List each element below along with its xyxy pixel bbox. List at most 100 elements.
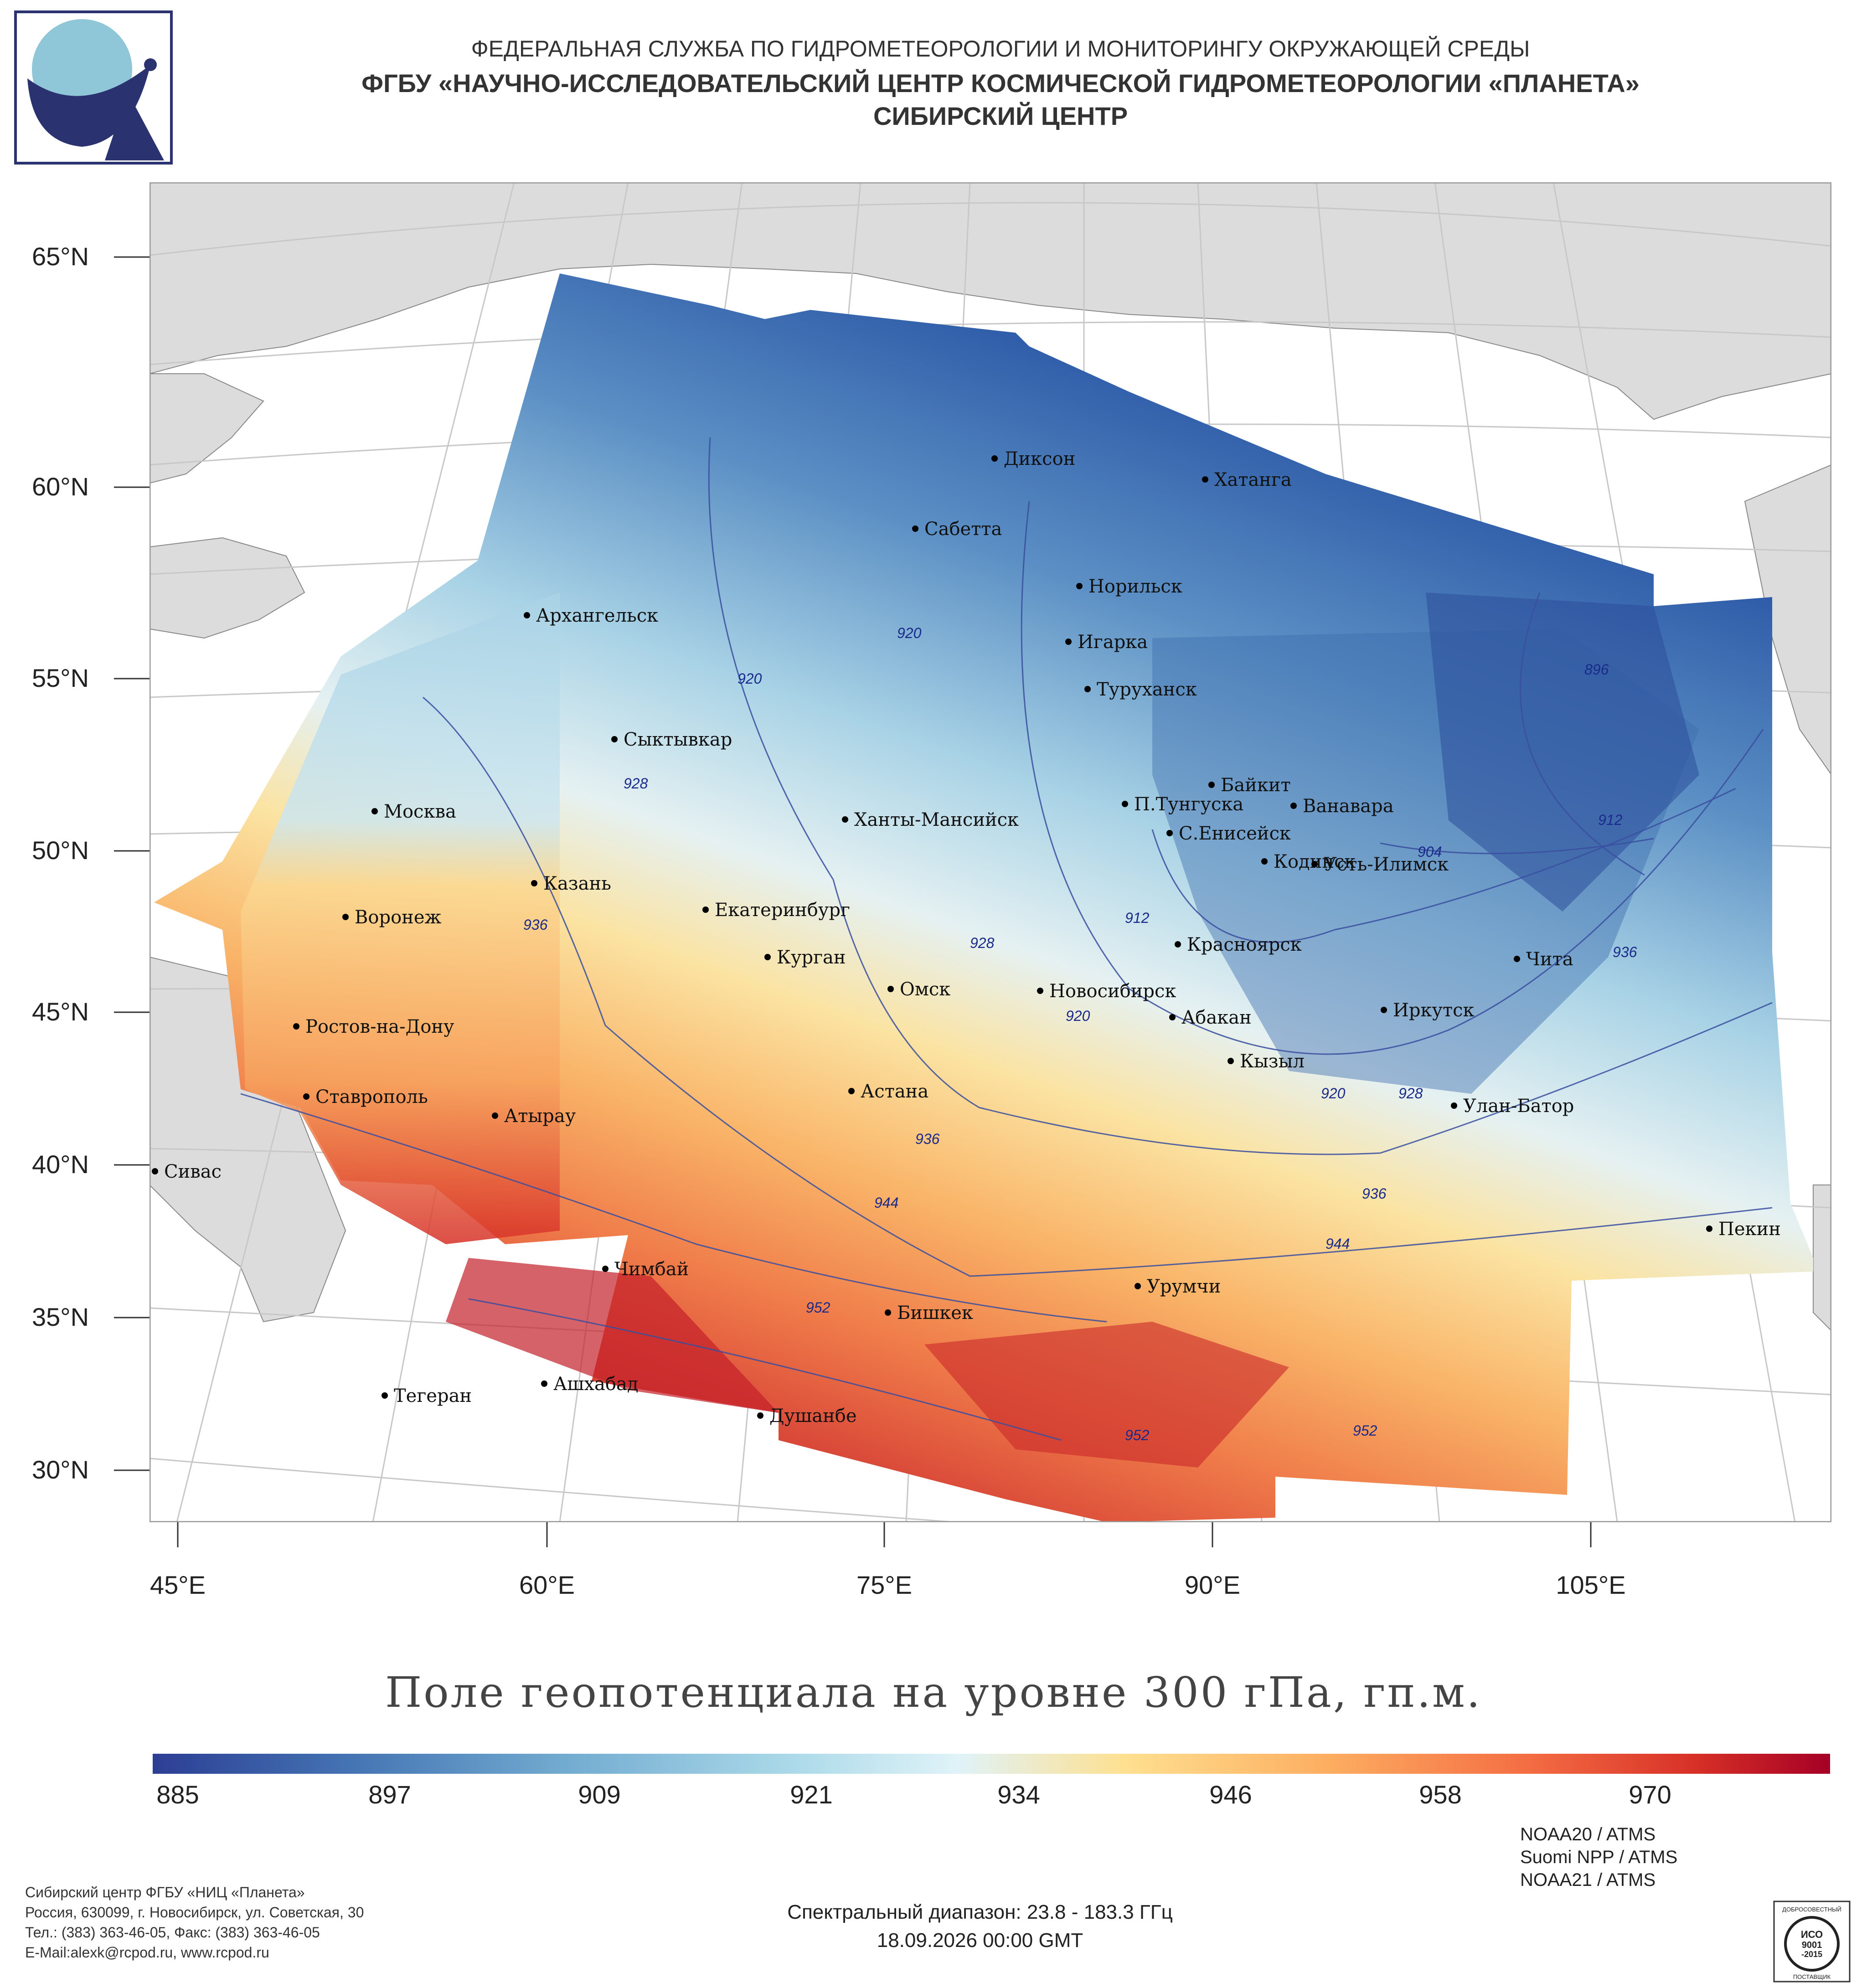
svg-text:Душанбе: Душанбе <box>769 1406 857 1427</box>
city-marker: Абакан <box>1169 1007 1252 1028</box>
lat-label: 30°N <box>32 1455 89 1484</box>
svg-text:С.Енисейск: С.Енисейск <box>1179 823 1291 844</box>
svg-text:Улан-Батор: Улан-Батор <box>1463 1096 1574 1117</box>
city-marker: Ставрополь <box>303 1087 428 1107</box>
city-marker: Красноярск <box>1175 934 1302 955</box>
city-marker: Улан-Батор <box>1451 1096 1574 1117</box>
svg-text:Казань: Казань <box>543 873 611 894</box>
svg-text:Чимбай: Чимбай <box>614 1259 689 1280</box>
city-marker: Игарка <box>1065 632 1148 653</box>
org-line: Сибирский центр ФГБУ «НИЦ «Планета» <box>25 1884 305 1900</box>
svg-text:Норильск: Норильск <box>1088 576 1182 597</box>
svg-text:Астана: Астана <box>861 1081 928 1102</box>
product-info: Спектральный диапазон: 23.8 - 183.3 ГГц … <box>593 1898 1367 1955</box>
org-line: Россия, 630099, г. Новосибирск, ул. Сове… <box>25 1904 364 1921</box>
svg-text:Ханты-Мансийск: Ханты-Мансийск <box>854 809 1019 830</box>
svg-text:9001: 9001 <box>1802 1940 1822 1950</box>
lon-label: 105°E <box>1556 1571 1626 1599</box>
colorbar <box>153 1754 1830 1774</box>
lat-label: 45°N <box>32 997 89 1026</box>
lon-label: 60°E <box>519 1571 575 1599</box>
lon-ticks <box>177 1522 1592 1547</box>
city-marker: Воронеж <box>342 907 441 928</box>
contour-label: 920 <box>897 625 922 641</box>
city-marker: Атырау <box>492 1106 576 1127</box>
contour-label: 952 <box>1353 1422 1377 1439</box>
city-marker: Екатеринбург <box>702 900 850 921</box>
colorbar-tick: 934 <box>997 1780 1040 1809</box>
lat-ticks <box>114 256 150 1471</box>
city-marker: Туруханск <box>1084 679 1197 700</box>
city-marker: Сабетта <box>912 519 1002 540</box>
city-marker: Архангельск <box>524 605 658 626</box>
svg-text:Диксон: Диксон <box>1004 448 1075 469</box>
org-line: Тел.: (383) 363-46-05, Факс: (383) 363-4… <box>25 1924 320 1941</box>
lon-label: 45°E <box>150 1571 206 1599</box>
geopotential-map: 896 904 912 912 920 920 920 920 928 928 … <box>150 182 1831 1522</box>
svg-text:Тегеран: Тегеран <box>394 1385 472 1406</box>
contour-label: 936 <box>915 1131 940 1147</box>
svg-text:Туруханск: Туруханск <box>1097 679 1197 700</box>
svg-text:-2015: -2015 <box>1801 1950 1822 1959</box>
svg-text:Курган: Курган <box>777 947 846 968</box>
city-marker: Тегеран <box>382 1385 472 1406</box>
lat-label: 40°N <box>32 1150 89 1179</box>
contour-label: 952 <box>1125 1427 1150 1443</box>
svg-text:Урумчи: Урумчи <box>1147 1276 1221 1297</box>
city-marker: Пекин <box>1706 1219 1781 1240</box>
svg-text:Кызыл: Кызыл <box>1240 1051 1305 1072</box>
svg-text:Игарка: Игарка <box>1078 632 1148 653</box>
svg-text:Ванавара: Ванавара <box>1303 796 1394 817</box>
contour-label: 944 <box>874 1195 898 1211</box>
lat-label: 65°N <box>32 242 89 271</box>
org-line: E-Mail:alexk@rcpod.ru, www.rcpod.ru <box>25 1944 269 1961</box>
contour-label: 896 <box>1584 661 1609 678</box>
city-marker: Курган <box>764 947 846 968</box>
header-center: СИБИРСКИЙ ЦЕНТР <box>873 102 1128 130</box>
contour-label: 936 <box>1362 1185 1387 1202</box>
sensor-item: NOAA20 / ATMS <box>1520 1824 1656 1844</box>
svg-text:Омск: Омск <box>900 979 950 1000</box>
city-marker: Иркутск <box>1381 1000 1475 1021</box>
contour-label: 928 <box>624 775 648 792</box>
geopotential-field <box>154 273 1813 1522</box>
iso-certification-badge: ДОБРОСОВЕСТНЫЙ ИСО 9001 -2015 ПОСТАВЩИК <box>1773 1900 1851 1983</box>
svg-text:Иркутск: Иркутск <box>1393 1000 1475 1021</box>
svg-text:Атырау: Атырау <box>504 1106 576 1127</box>
city-marker: Бишкек <box>885 1303 973 1324</box>
contour-label: 952 <box>806 1299 830 1316</box>
city-marker: Ханты-Мансийск <box>842 809 1019 830</box>
city-marker: Астана <box>848 1081 928 1102</box>
svg-text:Сыктывкар: Сыктывкар <box>624 729 732 750</box>
contour-label: 936 <box>1613 944 1637 960</box>
city-marker: Норильск <box>1076 576 1182 597</box>
org-contacts: Сибирский центр ФГБУ «НИЦ «Планета» Росс… <box>25 1882 364 1962</box>
svg-text:Усть-Илимск: Усть-Илимск <box>1324 854 1449 875</box>
product-title: Поле геопотенциала на уровне 300 гПа, гп… <box>385 1668 1482 1717</box>
contour-label: 936 <box>523 917 548 933</box>
svg-text:Чита: Чита <box>1526 949 1573 970</box>
header-agency: ФЕДЕРАЛЬНАЯ СЛУЖБА ПО ГИДРОМЕТЕОРОЛОГИИ … <box>471 36 1530 62</box>
city-marker: Кызыл <box>1227 1051 1305 1072</box>
city-marker: Диксон <box>991 448 1075 469</box>
city-marker: Сыктывкар <box>611 729 732 750</box>
svg-text:Ашхабад: Ашхабад <box>553 1374 638 1395</box>
sensor-item: NOAA21 / ATMS <box>1520 1870 1656 1890</box>
contour-label: 920 <box>1066 1008 1090 1024</box>
svg-text:Москва: Москва <box>384 801 456 822</box>
lat-label: 60°N <box>32 472 89 501</box>
contour-label: 944 <box>1325 1236 1350 1252</box>
city-marker: П.Тунгуска <box>1122 794 1243 815</box>
colorbar-tick: 946 <box>1209 1780 1252 1809</box>
contour-label: 928 <box>970 935 995 951</box>
svg-text:Бишкек: Бишкек <box>897 1303 973 1324</box>
city-marker: Усть-Илимск <box>1311 854 1449 875</box>
lat-label: 55°N <box>32 664 89 692</box>
city-marker: Чита <box>1514 949 1573 970</box>
svg-text:Екатеринбург: Екатеринбург <box>715 900 850 921</box>
colorbar-tick: 958 <box>1419 1780 1462 1809</box>
colorbar-tick: 921 <box>790 1780 833 1809</box>
svg-text:Абакан: Абакан <box>1181 1007 1252 1028</box>
spectral-range: Спектральный диапазон: 23.8 - 183.3 ГГц <box>787 1901 1173 1923</box>
contour-label: 912 <box>1598 812 1623 828</box>
